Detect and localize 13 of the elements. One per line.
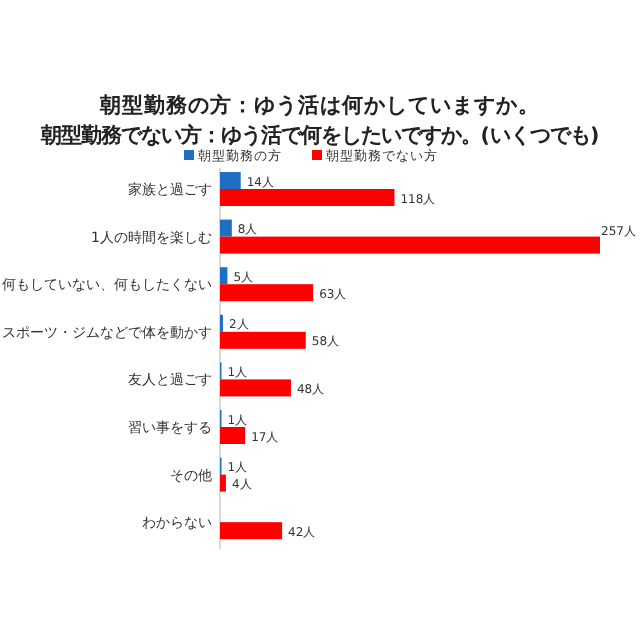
- bar: [220, 284, 314, 302]
- bar: [220, 331, 306, 349]
- bar: [220, 189, 395, 206]
- chart-subtitle: 朝型勤務でない方：ゆう活で何をしたいですか。(いくつでも): [38, 124, 600, 148]
- bar: [220, 427, 246, 444]
- bar: [220, 267, 228, 285]
- chart-title: 朝型勤務の方：ゆう活は何かしていますか。: [98, 92, 540, 118]
- bar: [220, 172, 241, 189]
- bar: [220, 219, 232, 237]
- bar: [220, 522, 283, 540]
- bar: [220, 236, 600, 254]
- bar: [220, 379, 291, 397]
- bar: [220, 474, 226, 492]
